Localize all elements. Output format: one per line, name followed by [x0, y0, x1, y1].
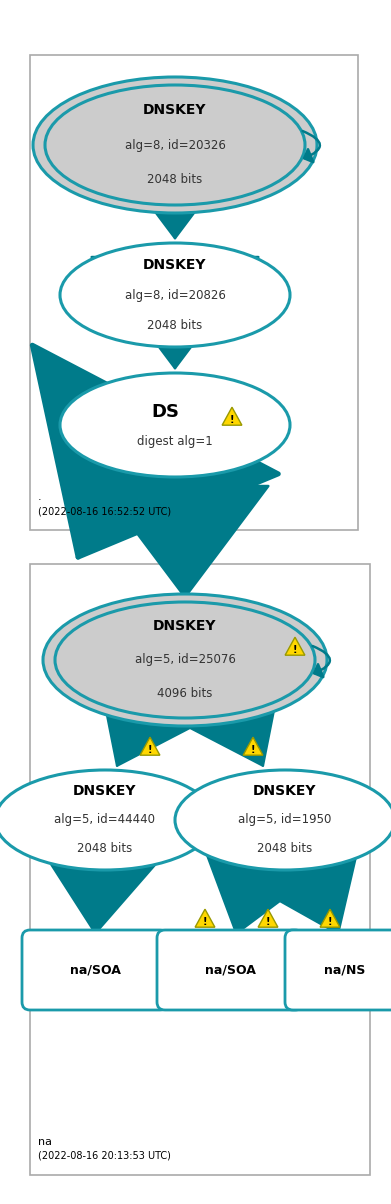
Text: .: .: [38, 492, 41, 502]
Text: 2048 bits: 2048 bits: [147, 319, 203, 331]
Text: DNSKEY: DNSKEY: [253, 784, 317, 798]
Text: DNSKEY: DNSKEY: [153, 619, 217, 633]
Text: DS: DS: [151, 403, 179, 421]
FancyBboxPatch shape: [285, 929, 391, 1010]
Ellipse shape: [55, 602, 315, 718]
Text: DNSKEY: DNSKEY: [143, 258, 207, 272]
Polygon shape: [222, 407, 242, 425]
Ellipse shape: [0, 771, 215, 870]
Text: na/SOA: na/SOA: [70, 963, 120, 976]
Polygon shape: [243, 737, 263, 755]
Text: na: na: [38, 1137, 52, 1147]
Text: alg=5, id=44440: alg=5, id=44440: [54, 814, 156, 826]
Text: 2048 bits: 2048 bits: [147, 173, 203, 187]
Text: digest alg=1: digest alg=1: [137, 435, 213, 448]
Polygon shape: [258, 909, 278, 927]
Text: (2022-08-16 16:52:52 UTC): (2022-08-16 16:52:52 UTC): [38, 506, 171, 517]
Polygon shape: [140, 737, 160, 755]
Text: na/SOA: na/SOA: [204, 963, 255, 976]
Text: alg=5, id=25076: alg=5, id=25076: [135, 654, 235, 667]
Ellipse shape: [33, 77, 317, 213]
Text: DNSKEY: DNSKEY: [143, 104, 207, 117]
FancyBboxPatch shape: [157, 929, 303, 1010]
Polygon shape: [285, 637, 305, 655]
Text: !: !: [251, 745, 255, 755]
Text: alg=5, id=1950: alg=5, id=1950: [238, 814, 332, 826]
Text: !: !: [148, 745, 152, 755]
Text: !: !: [266, 916, 270, 927]
FancyBboxPatch shape: [22, 929, 168, 1010]
Text: 2048 bits: 2048 bits: [77, 843, 133, 856]
Text: !: !: [203, 916, 207, 927]
Ellipse shape: [43, 594, 327, 726]
Polygon shape: [195, 909, 215, 927]
Ellipse shape: [45, 85, 305, 205]
Ellipse shape: [60, 243, 290, 347]
FancyBboxPatch shape: [30, 55, 358, 530]
Text: 4096 bits: 4096 bits: [157, 687, 213, 701]
FancyBboxPatch shape: [30, 563, 370, 1175]
Text: (2022-08-16 20:13:53 UTC): (2022-08-16 20:13:53 UTC): [38, 1151, 171, 1161]
FancyArrowPatch shape: [312, 647, 330, 677]
Ellipse shape: [60, 373, 290, 477]
Text: !: !: [328, 916, 332, 927]
Text: 2048 bits: 2048 bits: [257, 843, 313, 856]
Text: alg=8, id=20826: alg=8, id=20826: [125, 289, 226, 301]
Text: alg=8, id=20326: alg=8, id=20326: [125, 138, 226, 152]
Text: !: !: [293, 645, 297, 655]
Text: na/NS: na/NS: [324, 963, 366, 976]
Polygon shape: [320, 909, 340, 927]
FancyArrowPatch shape: [303, 131, 320, 163]
Text: !: !: [230, 415, 234, 425]
Text: DNSKEY: DNSKEY: [73, 784, 137, 798]
Ellipse shape: [175, 771, 391, 870]
